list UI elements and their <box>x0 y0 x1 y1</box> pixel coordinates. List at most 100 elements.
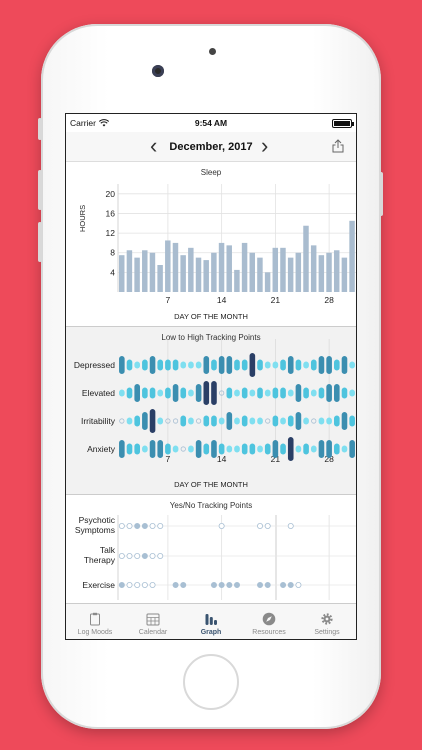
tracking-point <box>180 415 187 427</box>
yesno-point-yes <box>134 522 141 529</box>
tracking-point <box>126 387 133 399</box>
tracking-point <box>195 440 202 458</box>
carrier-label: Carrier <box>70 118 96 128</box>
sleep-title: Sleep <box>200 168 222 177</box>
wifi-icon <box>98 119 109 127</box>
yesno-point-yes <box>233 582 240 589</box>
yesno-row-label: Talk <box>100 545 116 555</box>
tab-resources[interactable]: Resources <box>240 604 298 639</box>
tracking-point-none <box>265 418 271 424</box>
tracking-xtick-label: 7 <box>166 454 171 464</box>
tab-graph[interactable]: Graph <box>182 604 240 639</box>
tracking-point <box>134 384 140 402</box>
tracking-point <box>280 387 286 399</box>
tracking-point <box>226 445 233 453</box>
sleep-bar <box>142 250 148 292</box>
sleep-bar <box>149 252 156 292</box>
front-camera <box>152 65 164 77</box>
tracking-point <box>172 445 179 453</box>
sleep-bar <box>341 257 348 292</box>
yesno-row-label: Psychotic <box>79 515 116 525</box>
tracking-xtick-label: 14 <box>217 454 227 464</box>
tracking-point <box>165 359 171 371</box>
yesno-point-no <box>218 522 225 529</box>
tracking-xtick-label: 21 <box>271 454 281 464</box>
tracking-point <box>234 417 240 425</box>
tracking-point <box>180 361 187 369</box>
yesno-point-no <box>118 553 125 560</box>
tracking-point <box>203 415 210 427</box>
yesno-point-yes <box>210 582 217 589</box>
yesno-point-no <box>118 522 125 529</box>
tracking-point <box>295 412 302 430</box>
tracking-point <box>165 387 171 399</box>
sleep-bar <box>241 242 248 292</box>
tab-label: Settings <box>314 629 340 636</box>
yesno-point-yes <box>280 582 287 589</box>
tracking-point <box>287 389 294 397</box>
tracking-point <box>157 389 164 397</box>
sleep-ytick-label: 20 <box>106 189 116 199</box>
tracking-point <box>234 389 240 397</box>
tracking-point <box>234 445 240 453</box>
nav-bar: ‹ December, 2017 › <box>66 132 356 162</box>
tracking-point-none <box>219 390 225 396</box>
tracking-point <box>341 356 348 374</box>
sleep-chart: 4 8 12 16 20 7 14 21 28 <box>106 184 356 305</box>
tab-calendar[interactable]: Calendar <box>124 604 182 639</box>
tracking-point <box>149 440 156 458</box>
tracking-point <box>341 412 348 430</box>
sleep-bar <box>211 252 217 292</box>
tracking-point <box>188 389 194 397</box>
tracking-point <box>249 417 256 425</box>
tab-settings[interactable]: Settings <box>298 604 356 639</box>
yesno-point-no <box>126 522 133 529</box>
tracking-point <box>349 389 355 397</box>
yesno-point-yes <box>287 582 294 589</box>
prev-month-button[interactable]: ‹ <box>150 133 158 158</box>
yesno-point-no <box>287 522 294 529</box>
tracking-row-label: Depressed <box>74 360 115 370</box>
share-icon[interactable] <box>332 139 344 153</box>
tracking-point <box>211 381 217 405</box>
tab-log-moods[interactable]: Log Moods <box>66 604 124 639</box>
home-button[interactable] <box>183 654 239 710</box>
tracking-point <box>188 417 194 425</box>
yesno-point-no <box>295 582 302 589</box>
tracking-point <box>287 437 294 461</box>
sleep-ytick-label: 12 <box>106 228 116 238</box>
sleep-ylabel: HOURS <box>78 204 87 232</box>
sleep-bar <box>349 220 355 292</box>
next-month-button[interactable]: › <box>261 133 269 158</box>
sleep-xtick-label: 28 <box>324 295 334 305</box>
yesno-point-yes <box>218 582 225 589</box>
yesno-point-no <box>126 553 133 560</box>
tracking-point <box>203 443 210 455</box>
tracking-point <box>126 417 133 425</box>
tracking-point <box>272 415 279 427</box>
tracking-row-label: Irritability <box>81 416 116 426</box>
sleep-bar <box>326 252 332 292</box>
tracking-point <box>172 384 179 402</box>
sleep-bar <box>272 247 279 292</box>
battery-level <box>334 120 350 126</box>
tracking-point-none <box>196 418 202 424</box>
tracking-point <box>142 445 148 453</box>
compass-icon <box>262 612 276 626</box>
sleep-bar <box>333 250 340 292</box>
tracking-point <box>303 443 309 455</box>
tracking-point <box>264 361 271 369</box>
sleep-bar <box>126 250 133 292</box>
tracking-point <box>280 443 286 455</box>
yesno-point-no <box>157 522 164 529</box>
tracking-row-label: Elevated <box>82 388 115 398</box>
tracking-point <box>142 359 148 371</box>
tracking-point <box>334 415 340 427</box>
tracking-point <box>211 415 217 427</box>
power-button <box>379 172 383 216</box>
tracking-point-none <box>165 418 171 424</box>
tracking-point <box>180 387 187 399</box>
sleep-ytick-label: 16 <box>106 208 116 218</box>
yesno-row-label: Symptoms <box>75 525 115 535</box>
tracking-point <box>326 384 332 402</box>
